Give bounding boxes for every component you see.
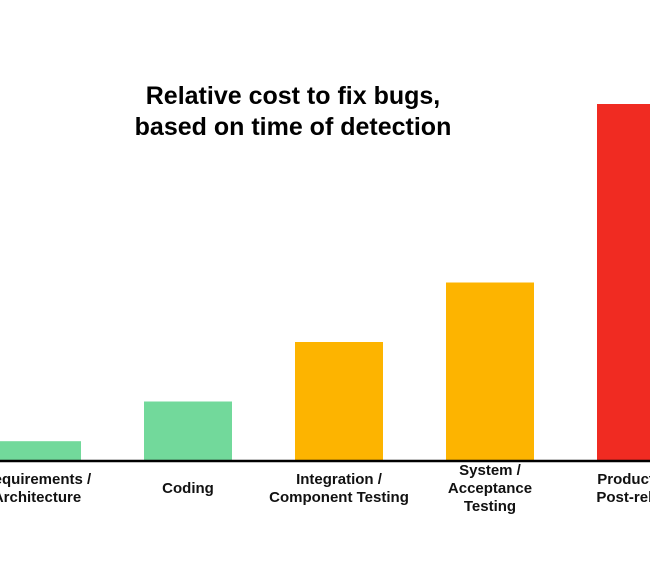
x-tick-label-line: Integration / bbox=[296, 471, 383, 488]
chart-title-line-2: based on time of detection bbox=[135, 113, 452, 141]
x-tick-label-line: Acceptance bbox=[448, 480, 532, 497]
x-tick-label-line: Requirements / bbox=[0, 471, 92, 488]
x-tick-label-line: Architecture bbox=[0, 489, 81, 506]
x-tick-label-5: Production /Post-release bbox=[596, 471, 650, 506]
chart-title-line-1: Relative cost to fix bugs, bbox=[146, 82, 441, 110]
bar-2 bbox=[144, 401, 232, 461]
bar-4 bbox=[446, 282, 534, 461]
x-tick-label-line: Production / bbox=[597, 471, 650, 488]
bars bbox=[0, 104, 650, 461]
x-tick-label-2: Coding bbox=[162, 480, 214, 497]
x-tick-labels: Requirements /Architecture Coding Integrat… bbox=[0, 462, 650, 515]
bar-5 bbox=[597, 104, 650, 461]
x-tick-label-line: Component Testing bbox=[269, 489, 409, 506]
x-tick-label-4: System / Acceptance Testing bbox=[448, 462, 532, 515]
x-tick-label-3: Integration / Component Testing bbox=[269, 471, 409, 506]
bar-1 bbox=[0, 441, 81, 461]
x-tick-label-line: Testing bbox=[464, 498, 516, 515]
x-tick-label-line: Coding bbox=[162, 480, 214, 497]
x-tick-label-line: System / bbox=[459, 462, 522, 479]
chart-title: Relative cost to fix bugs, based on time… bbox=[135, 82, 452, 141]
x-tick-label-1: Requirements /Architecture bbox=[0, 471, 92, 506]
bar-3 bbox=[295, 342, 383, 461]
x-tick-label-line: Post-release bbox=[596, 489, 650, 506]
